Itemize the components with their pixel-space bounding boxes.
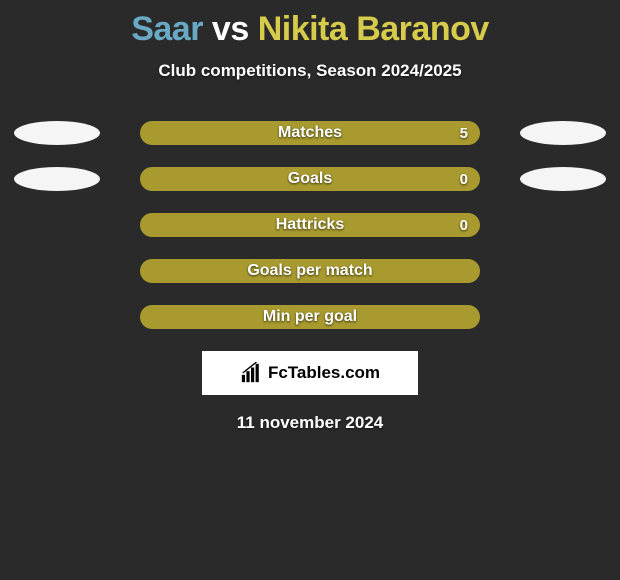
ellipse-spacer [520,259,606,283]
ellipse-spacer [520,305,606,329]
ellipse-spacer [14,259,100,283]
left-ellipse [14,121,100,145]
right-ellipse [520,121,606,145]
stat-row: Hattricks 0 [0,213,620,237]
stat-value: 5 [460,125,468,142]
stat-bar: Min per goal [140,305,480,329]
player2-name: Nikita Baranov [258,10,489,48]
vs-text: vs [212,10,249,48]
stat-row: Goals 0 [0,167,620,191]
stat-row: Matches 5 [0,121,620,145]
stat-label: Matches [278,124,342,142]
date-text: 11 november 2024 [0,413,620,433]
logo-chart-icon [240,362,262,384]
ellipse-spacer [14,213,100,237]
stat-bar: Matches 5 [140,121,480,145]
stat-label: Hattricks [276,216,344,234]
stat-bar: Goals 0 [140,167,480,191]
stat-row: Goals per match [0,259,620,283]
ellipse-spacer [520,213,606,237]
stat-bar: Goals per match [140,259,480,283]
left-ellipse [14,167,100,191]
stat-label: Goals [288,170,332,188]
stat-row: Min per goal [0,305,620,329]
logo-text: FcTables.com [268,363,380,383]
stat-label: Goals per match [247,262,372,280]
stat-label: Min per goal [263,308,357,326]
player1-name: Saar [131,10,203,48]
right-ellipse [520,167,606,191]
ellipse-spacer [14,305,100,329]
stat-bar: Hattricks 0 [140,213,480,237]
subtitle: Club competitions, Season 2024/2025 [0,61,620,81]
stat-rows: Matches 5 Goals 0 Hattricks 0 Goals per match M… [0,121,620,329]
logo-box: FcTables.com [202,351,418,395]
stat-value: 0 [460,217,468,234]
stat-value: 0 [460,171,468,188]
page-title: Saar vs Nikita Baranov [0,0,620,49]
